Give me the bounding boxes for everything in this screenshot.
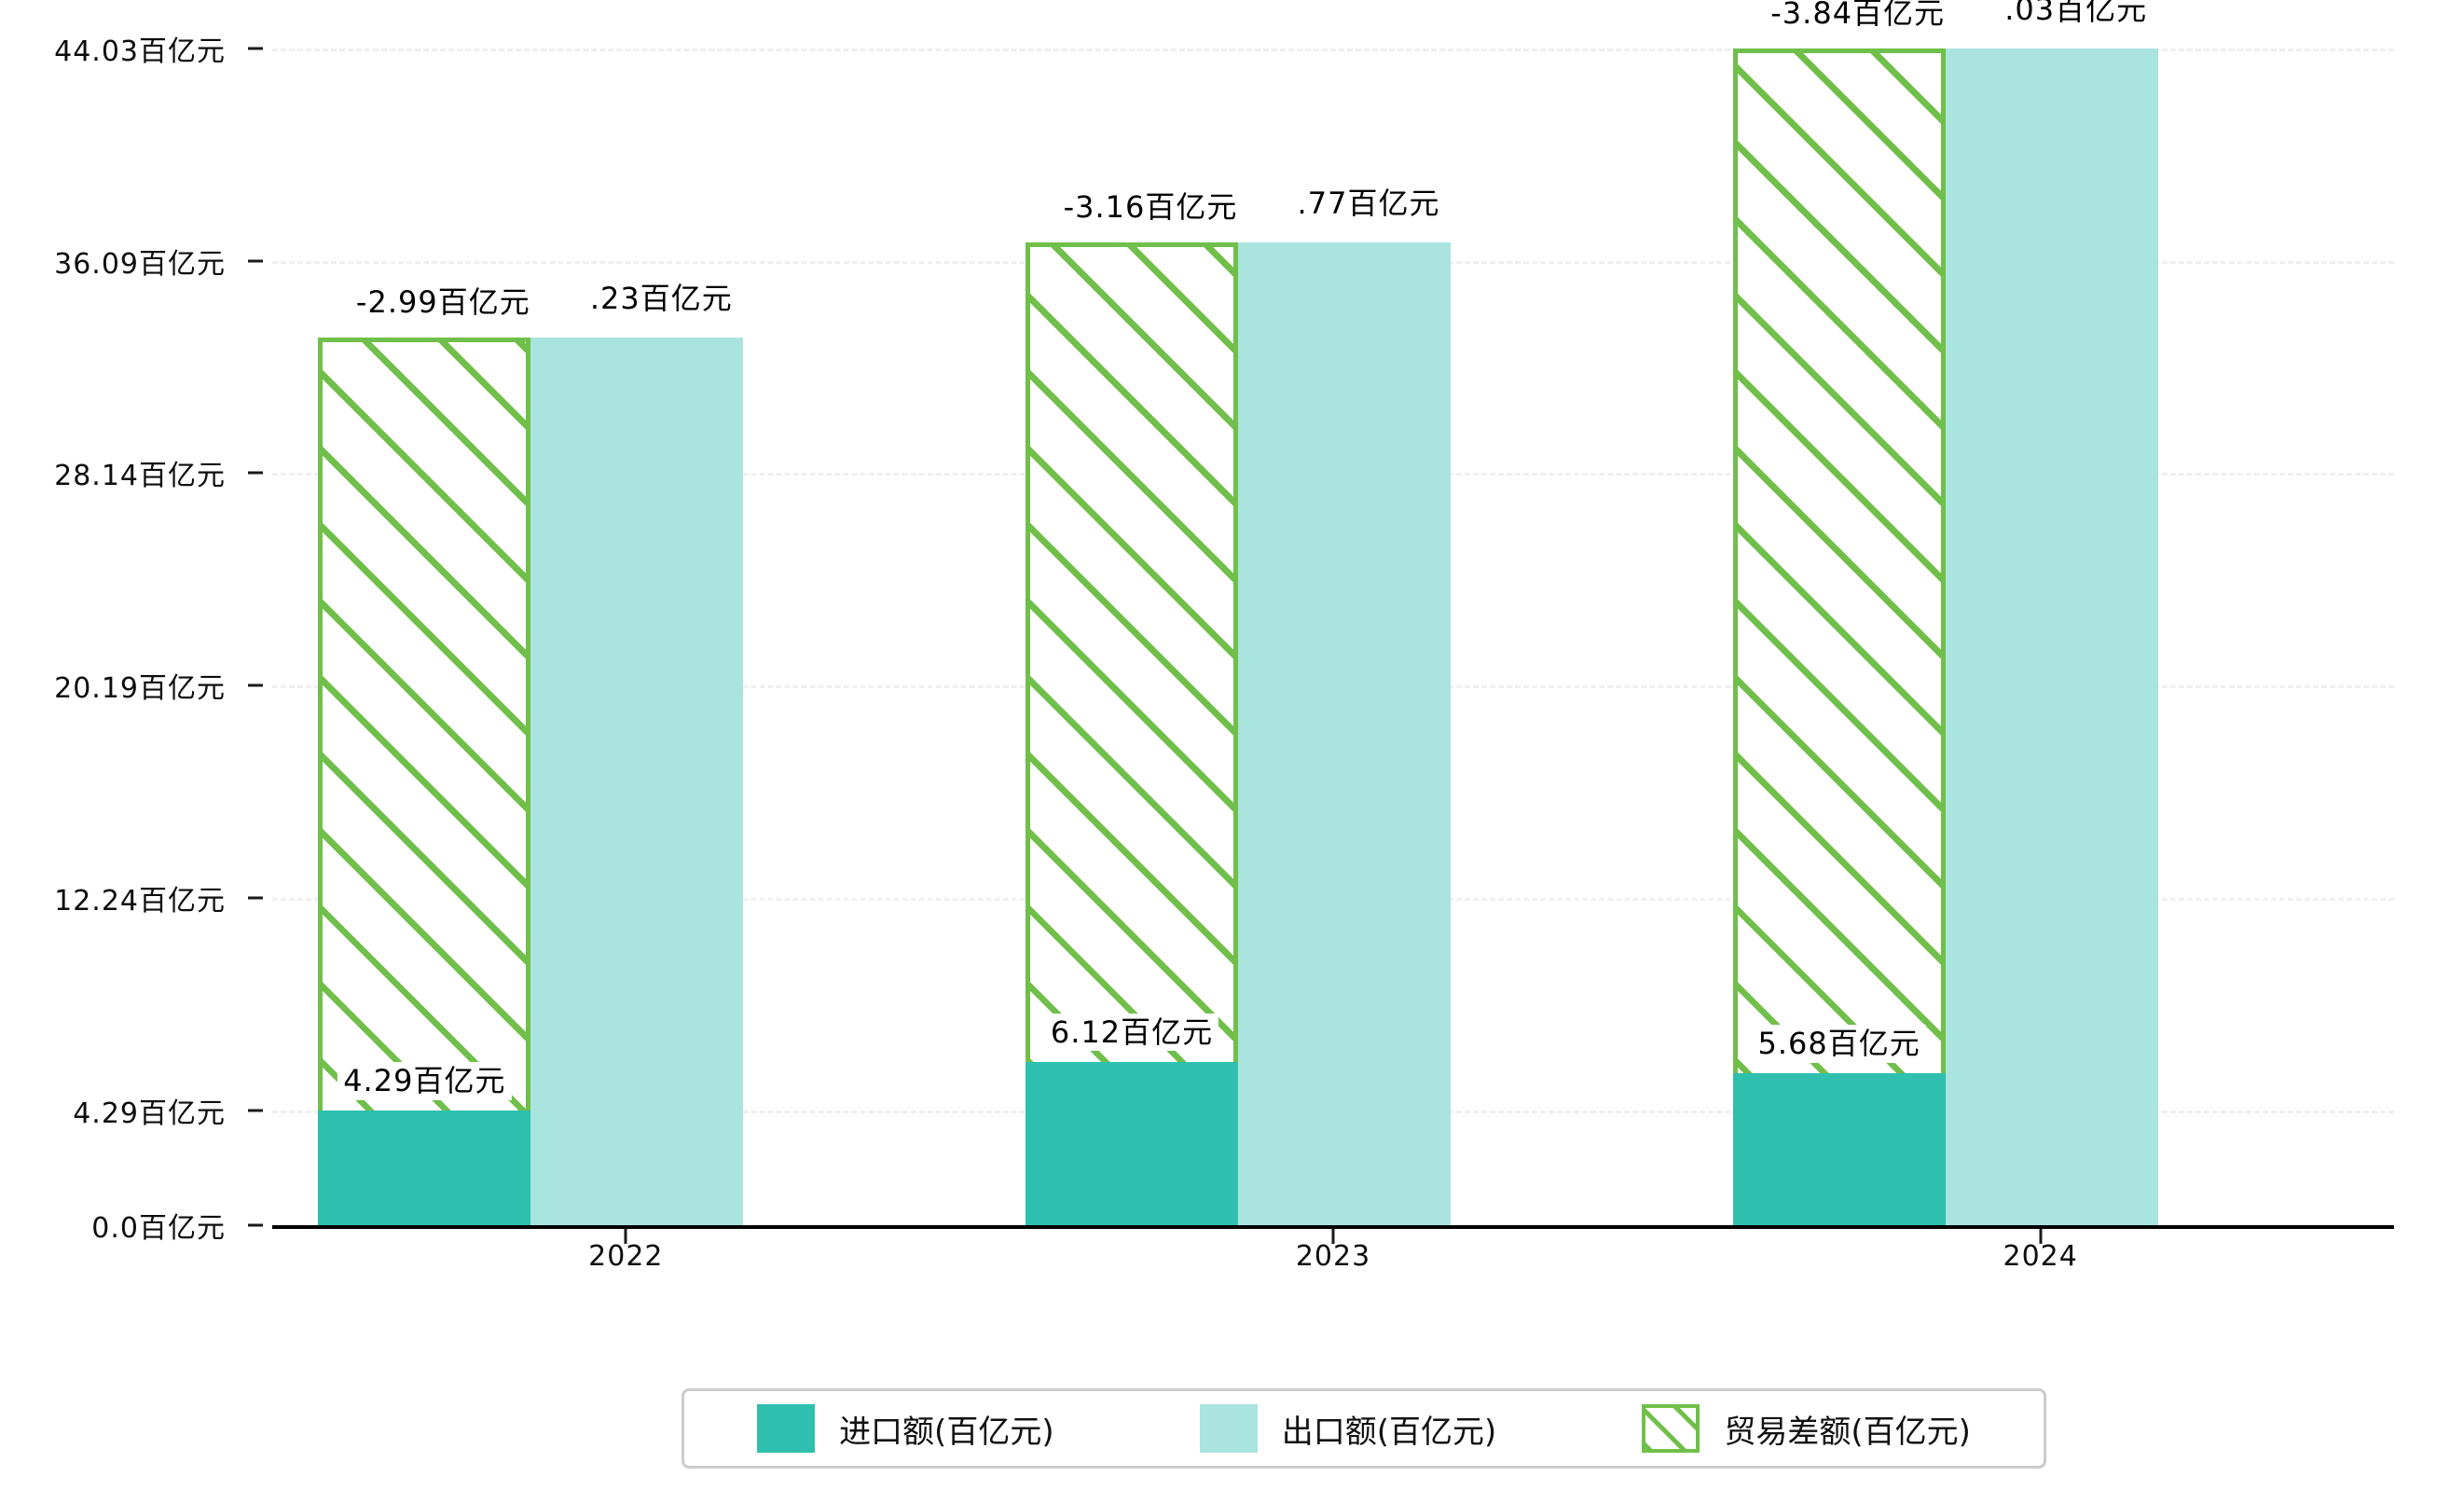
y-axis-tick-label: 0.0百亿元 [91, 1212, 226, 1245]
x-axis-tick-label: 2023 [1295, 1240, 1371, 1273]
data-label-trade-balance: -3.84百亿元 [1770, 0, 1946, 31]
bar-trade-balance[interactable] [1026, 242, 1238, 1225]
legend-item[interactable]: 进口额(百亿元) [757, 1404, 1054, 1453]
bar-import[interactable] [1732, 1073, 1946, 1225]
chart-legend[interactable]: 进口额(百亿元) 出口额(百亿元) 贸易差额(百亿元) [681, 1388, 2046, 1469]
x-axis-tick-label: 2022 [588, 1240, 664, 1273]
y-axis-tick-mark [248, 683, 263, 687]
plot-area [272, 48, 2394, 1225]
legend-label: 贸易差额(百亿元) [1724, 1413, 1971, 1451]
data-label-trade-balance: -3.16百亿元 [1063, 189, 1238, 226]
x-axis-line [272, 1225, 2394, 1229]
x-axis-tick-mark [2039, 1229, 2043, 1244]
y-axis-tick-mark [248, 47, 263, 50]
data-label-import: 5.68百亿元 [1752, 1025, 1926, 1063]
x-axis-tick-label: 2024 [2003, 1240, 2078, 1273]
data-label-trade-balance: -2.99百亿元 [355, 283, 530, 320]
export-color-swatch [1199, 1404, 1258, 1453]
y-axis-tick-label: 12.24百亿元 [54, 885, 226, 918]
y-axis-tick-mark [248, 471, 263, 475]
bar-export[interactable] [1945, 48, 2158, 1225]
import-color-swatch [757, 1404, 816, 1453]
y-axis-tick-label: 20.19百亿元 [54, 672, 226, 706]
trade-balance-color-swatch [1642, 1404, 1700, 1453]
bar-import[interactable] [318, 1111, 531, 1225]
x-axis-tick-mark [624, 1229, 627, 1244]
y-axis-tick-label: 36.09百亿元 [54, 247, 226, 281]
y-axis-tick-label: 28.14百亿元 [54, 460, 226, 493]
y-axis-tick-mark [248, 1109, 263, 1112]
legend-item[interactable]: 贸易差额(百亿元) [1642, 1404, 1971, 1453]
data-label-export: .03百亿元 [2004, 0, 2148, 27]
y-axis-tick-mark [248, 1223, 263, 1227]
gridline [272, 48, 2394, 51]
y-axis-tick-mark [248, 896, 263, 900]
bar-import[interactable] [1026, 1061, 1238, 1225]
data-label-import: 4.29百亿元 [337, 1062, 512, 1100]
x-axis-tick-mark [1331, 1229, 1335, 1244]
legend-label: 出口额(百亿元) [1281, 1413, 1497, 1451]
bar-export[interactable] [1238, 242, 1451, 1225]
data-label-export: .77百亿元 [1297, 186, 1440, 222]
data-label-import: 6.12百亿元 [1044, 1013, 1219, 1052]
legend-item[interactable]: 出口额(百亿元) [1199, 1404, 1497, 1453]
y-axis-tick-label: 44.03百亿元 [54, 35, 226, 68]
y-axis-tick-mark [248, 259, 263, 263]
data-label-export: .23百亿元 [589, 280, 733, 316]
bar-export[interactable] [530, 337, 744, 1225]
legend-label: 进口额(百亿元) [839, 1413, 1054, 1451]
y-axis-tick-label: 4.29百亿元 [73, 1097, 226, 1131]
